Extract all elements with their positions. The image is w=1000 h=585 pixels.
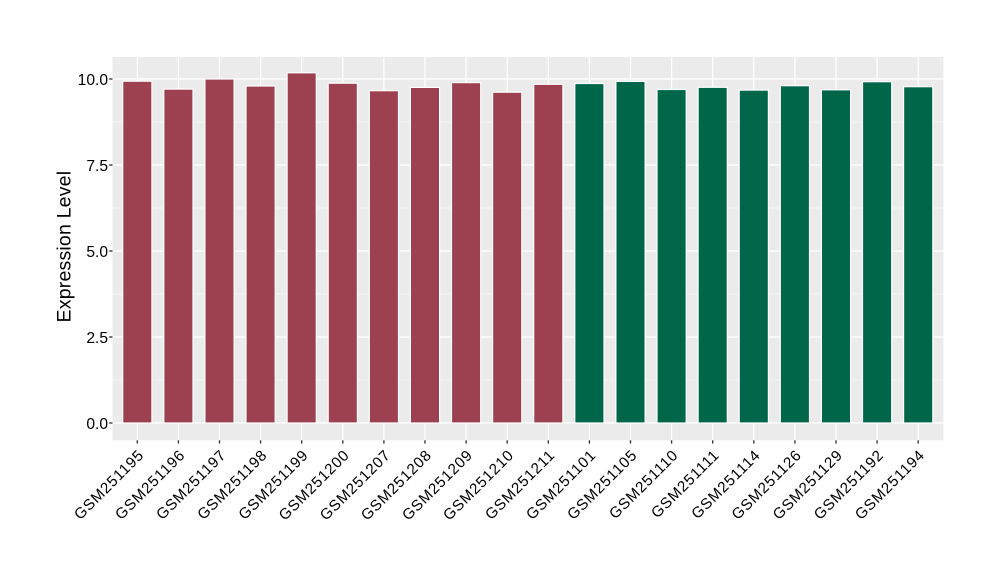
svg-text:10.0: 10.0: [78, 72, 109, 89]
svg-text:Expression Level: Expression Level: [54, 171, 76, 323]
svg-text:2.5: 2.5: [86, 330, 108, 347]
svg-text:7.5: 7.5: [86, 158, 108, 175]
svg-text:0.0: 0.0: [86, 416, 108, 433]
svg-text:5.0: 5.0: [86, 244, 108, 261]
